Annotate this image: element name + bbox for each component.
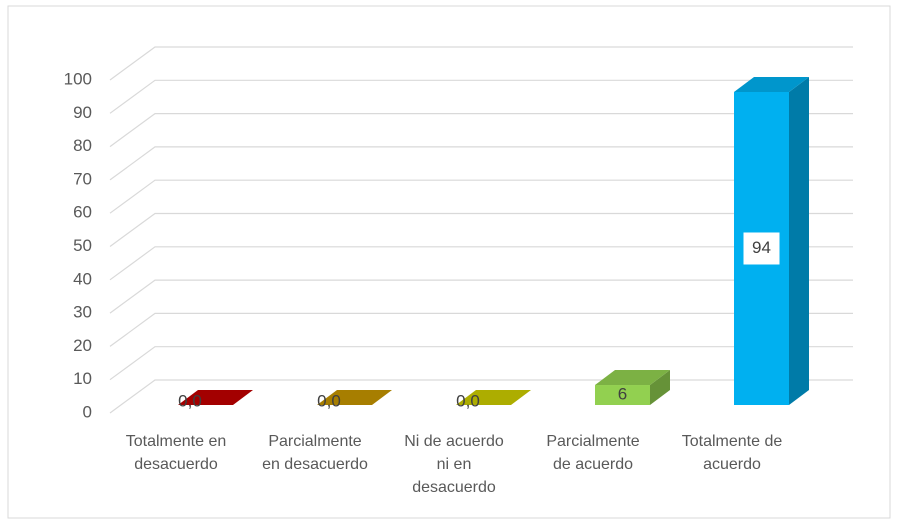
y-tick-label: 80: [73, 136, 92, 155]
x-tick-line: acuerdo: [703, 456, 761, 473]
y-tick-label: 70: [73, 169, 92, 188]
y-tick-label: 40: [73, 269, 92, 288]
y-tick-label: 20: [73, 336, 92, 355]
x-tick-line: Ni de acuerdo: [404, 433, 504, 450]
x-tick-label: Totalmente en desacuerdo: [126, 433, 227, 473]
bar-top: [317, 390, 392, 405]
grid-line: [109, 212, 853, 247]
bar-side: [650, 370, 670, 405]
grid-line: [109, 79, 853, 114]
bar-top: [595, 370, 670, 386]
x-tick-label: Parcialmente en desacuerdo: [262, 433, 368, 473]
grid-line: [109, 46, 853, 81]
grid-line: [109, 113, 853, 148]
x-tick-line: desacuerdo: [412, 479, 496, 496]
value-label: 0,0: [178, 391, 202, 410]
x-tick-line: ni en: [437, 456, 472, 473]
x-tick-label: Ni de acuerdo ni en desacuerdo: [404, 433, 504, 496]
bar-side: [789, 76, 809, 405]
y-tick-label: 30: [73, 303, 92, 322]
value-label: 94: [752, 238, 771, 257]
x-tick-line: de acuerdo: [553, 456, 633, 473]
x-tick-label: Totalmente de acuerdo: [682, 433, 783, 473]
y-tick-label: 60: [73, 203, 92, 222]
x-tick-line: Parcialmente: [546, 433, 639, 450]
x-tick-line: Totalmente en: [126, 433, 227, 450]
x-tick-line: desacuerdo: [134, 456, 218, 473]
grid-line: [109, 179, 853, 214]
bar-top: [178, 390, 253, 405]
y-tick-label: 90: [73, 103, 92, 122]
y-tick-label: 10: [73, 369, 92, 388]
y-tick-label: 50: [73, 236, 92, 255]
x-tick-line: en desacuerdo: [262, 456, 368, 473]
y-tick-label: 0: [83, 402, 92, 421]
value-label: 0,0: [456, 391, 480, 410]
grid-line: [109, 346, 853, 381]
plot: 0 10 20 30 40 50 60 70 80 90 100 Totalmente en desac…: [64, 46, 853, 496]
grid-line: [109, 279, 853, 314]
x-tick-label: Parcialmente de acuerdo: [546, 433, 639, 473]
grid-line: [109, 146, 853, 181]
bar-top: [456, 390, 531, 405]
value-label: 6: [618, 384, 627, 403]
x-tick-line: Parcialmente: [268, 433, 361, 450]
grid-line: [109, 312, 853, 347]
grid-line: [109, 246, 853, 281]
x-tick-line: Totalmente de: [682, 433, 783, 450]
value-label: 0,0: [317, 391, 341, 410]
value-label-box: [743, 232, 780, 265]
y-tick-label: 100: [64, 69, 92, 88]
bar: [595, 385, 650, 405]
bar-top: [734, 76, 809, 92]
